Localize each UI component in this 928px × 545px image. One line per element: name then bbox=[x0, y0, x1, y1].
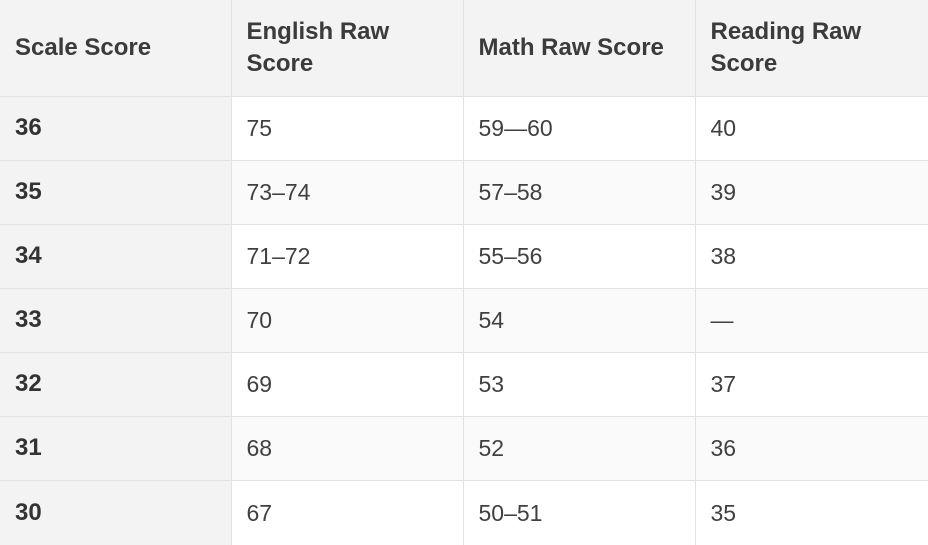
scale-score-cell: 31 bbox=[0, 416, 232, 481]
table-header: Scale Score English Raw Score Math Raw S… bbox=[0, 0, 928, 97]
table-row: 32 69 53 37 bbox=[0, 352, 928, 417]
table-row: 35 73–74 57–58 39 bbox=[0, 160, 928, 225]
header-row: Scale Score English Raw Score Math Raw S… bbox=[0, 0, 928, 97]
scale-score-cell: 33 bbox=[0, 288, 232, 353]
english-raw-cell: 69 bbox=[231, 352, 464, 417]
math-raw-cell: 52 bbox=[463, 416, 696, 481]
math-raw-cell: 54 bbox=[463, 288, 696, 353]
reading-raw-cell: — bbox=[695, 288, 928, 353]
scale-score-cell: 35 bbox=[0, 160, 232, 225]
reading-raw-cell: 37 bbox=[695, 352, 928, 417]
math-raw-cell: 55–56 bbox=[463, 224, 696, 289]
table-row: 34 71–72 55–56 38 bbox=[0, 224, 928, 289]
header-scale-score: Scale Score bbox=[0, 0, 232, 97]
header-math-raw-score: Math Raw Score bbox=[463, 0, 696, 97]
reading-raw-cell: 38 bbox=[695, 224, 928, 289]
table-row: 36 75 59—60 40 bbox=[0, 96, 928, 161]
english-raw-cell: 71–72 bbox=[231, 224, 464, 289]
table-row: 31 68 52 36 bbox=[0, 416, 928, 481]
table-row: 33 70 54 — bbox=[0, 288, 928, 353]
table-body: 36 75 59—60 40 35 73–74 57–58 39 34 71–7… bbox=[0, 96, 928, 545]
math-raw-cell: 57–58 bbox=[463, 160, 696, 225]
english-raw-cell: 70 bbox=[231, 288, 464, 353]
math-raw-cell: 59—60 bbox=[463, 96, 696, 161]
header-english-raw-score: English Raw Score bbox=[231, 0, 464, 97]
scale-score-cell: 32 bbox=[0, 352, 232, 417]
reading-raw-cell: 39 bbox=[695, 160, 928, 225]
reading-raw-cell: 35 bbox=[695, 480, 928, 545]
english-raw-cell: 67 bbox=[231, 480, 464, 545]
english-raw-cell: 75 bbox=[231, 96, 464, 161]
math-raw-cell: 53 bbox=[463, 352, 696, 417]
reading-raw-cell: 40 bbox=[695, 96, 928, 161]
reading-raw-cell: 36 bbox=[695, 416, 928, 481]
scale-score-cell: 30 bbox=[0, 480, 232, 545]
scale-score-cell: 34 bbox=[0, 224, 232, 289]
english-raw-cell: 68 bbox=[231, 416, 464, 481]
english-raw-cell: 73–74 bbox=[231, 160, 464, 225]
table-row: 30 67 50–51 35 bbox=[0, 480, 928, 545]
header-reading-raw-score: Reading Raw Score bbox=[695, 0, 928, 97]
scale-score-cell: 36 bbox=[0, 96, 232, 161]
math-raw-cell: 50–51 bbox=[463, 480, 696, 545]
